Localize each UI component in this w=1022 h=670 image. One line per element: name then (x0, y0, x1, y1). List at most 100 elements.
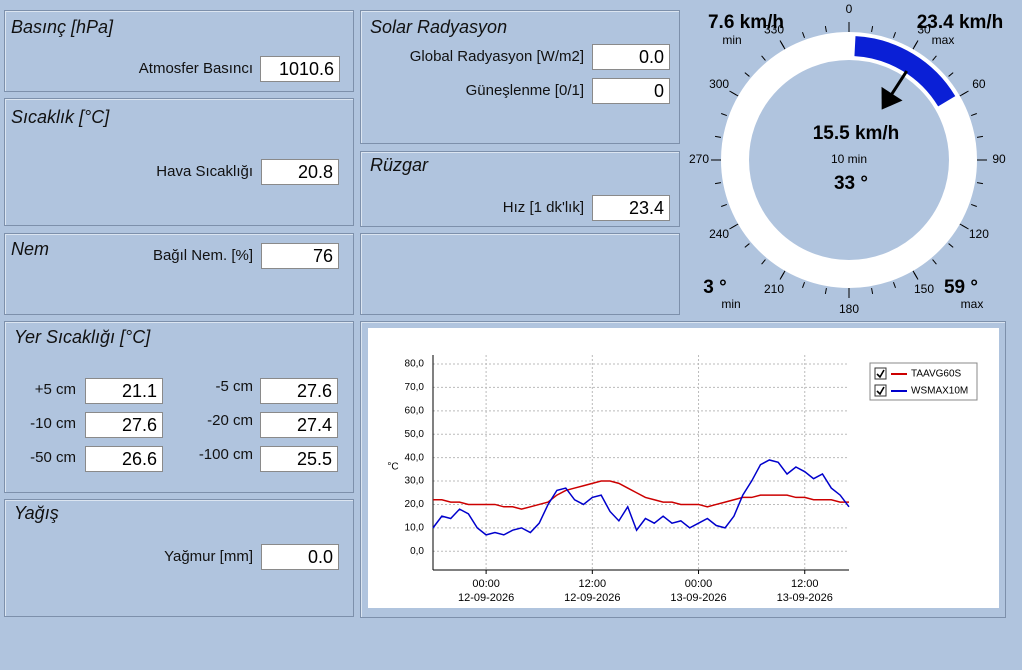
panel-title: Yer Sıcaklığı [°C] (14, 327, 151, 347)
legend-box (869, 362, 978, 401)
y-axis-label: °C (387, 462, 398, 473)
x-tick-label: 00:00 12-09-2026 (457, 578, 515, 604)
legend-label: WSMAX10M (911, 386, 968, 397)
value-field: 0.0 (592, 44, 670, 70)
caption: 10 min (831, 152, 867, 166)
y-tick-label: 0,0 (410, 546, 424, 557)
compass-tick (729, 223, 739, 230)
compass-tick-label: 30 (917, 22, 931, 36)
minor-tick (721, 203, 728, 207)
legend-checkbox[interactable] (874, 367, 887, 380)
compass-tick (729, 90, 739, 97)
x-tick-label: 12:00 13-09-2026 (776, 578, 833, 604)
value-field: 0.0 (261, 544, 339, 570)
minor-tick (871, 25, 874, 33)
value-field: 1010.6 (260, 56, 340, 82)
temperature-panel (4, 98, 354, 226)
legend-label: TAAVG60S (911, 369, 962, 380)
minor-tick (824, 25, 827, 33)
caption: min (721, 297, 740, 311)
humidity-panel (4, 233, 354, 315)
field-label: -10 cm (30, 415, 76, 432)
panel-title: Nem (11, 239, 50, 259)
field-label: +5 cm (34, 381, 76, 398)
minor-tick (970, 203, 977, 207)
field-label: Güneşlenme [0/1] (465, 82, 584, 99)
precipitation-panel (4, 499, 354, 617)
value-field: 26.6 (85, 446, 163, 472)
speed-average: 15.5 km/h (813, 123, 900, 144)
compass-tick-label: 120 (969, 227, 989, 241)
minor-tick (932, 259, 937, 265)
panel-title: Rüzgar (370, 155, 429, 175)
compass-tick-label: 60 (972, 77, 986, 91)
wind-panel (360, 151, 680, 227)
field-label: Global Radyasyon [W/m2] (409, 48, 584, 65)
value-field: 23.4 (592, 195, 670, 221)
speed-max: 23.4 km/h (917, 12, 1004, 33)
compass-tick (959, 223, 969, 230)
compass-tick-label: 210 (764, 282, 784, 296)
caption: max (961, 297, 984, 311)
direction-min: 3 ° (703, 277, 726, 298)
compass-tick (959, 90, 969, 97)
x-tick-label: 00:00 13-09-2026 (670, 578, 727, 604)
caption: min (722, 33, 741, 47)
minor-tick (948, 243, 954, 248)
value-field: 21.1 (85, 378, 163, 404)
solar-panel (360, 10, 680, 144)
empty-panel (360, 233, 680, 315)
field-label: Hava Sıcaklığı (156, 163, 253, 180)
field-label: -20 cm (207, 412, 253, 429)
minor-tick (714, 135, 722, 138)
minor-tick (802, 32, 806, 39)
field-label: Hız [1 dk'lık] (502, 199, 584, 216)
data-line (433, 480, 849, 510)
compass-tick (779, 270, 786, 280)
minor-tick (824, 287, 827, 295)
panel-title: Basınç [hPa] (11, 17, 114, 37)
pressure-panel (4, 10, 354, 92)
minor-tick (932, 55, 937, 61)
compass-tick-label: 330 (764, 22, 784, 36)
minor-tick (744, 243, 750, 248)
direction: 33 ° (834, 173, 868, 194)
panel-title: Solar Radyasyon (370, 17, 508, 37)
direction-max: 59 ° (944, 277, 978, 298)
compass-tick-label: 150 (914, 282, 934, 296)
compass-tick (912, 270, 919, 280)
legend-checkbox[interactable] (874, 384, 887, 397)
field-label: Atmosfer Basıncı (138, 60, 253, 77)
compass-tick-label: 0 (846, 2, 853, 16)
field-label: -100 cm (198, 446, 253, 463)
compass-tick (912, 40, 919, 50)
value-field: 0 (592, 78, 670, 104)
value-field: 27.4 (260, 412, 338, 438)
x-tick-label: 12:00 12-09-2026 (564, 578, 621, 604)
minor-tick (871, 287, 874, 295)
minor-tick (761, 55, 766, 61)
field-label: -50 cm (30, 449, 76, 466)
value-field: 20.8 (261, 159, 339, 185)
minor-tick (976, 182, 984, 185)
minor-tick (892, 32, 896, 39)
minor-tick (976, 135, 984, 138)
gauge-ring (721, 32, 977, 288)
minor-tick (948, 72, 954, 77)
minor-tick (721, 113, 728, 117)
y-tick-label: 20,0 (405, 499, 425, 510)
direction-range-arc (854, 36, 956, 107)
value-field: 76 (261, 243, 339, 269)
y-tick-label: 60,0 (405, 405, 425, 416)
checkmark (876, 386, 885, 396)
panel-title: Yağış (14, 503, 59, 523)
field-label: -5 cm (215, 378, 254, 395)
minor-tick (970, 113, 977, 117)
minor-tick (744, 72, 750, 77)
soil-temperature-panel (4, 321, 354, 493)
panel-title: Sıcaklık [°C] (11, 107, 110, 127)
field-label: Bağıl Nem. [%] (152, 247, 253, 264)
compass-tick-label: 270 (689, 152, 709, 166)
